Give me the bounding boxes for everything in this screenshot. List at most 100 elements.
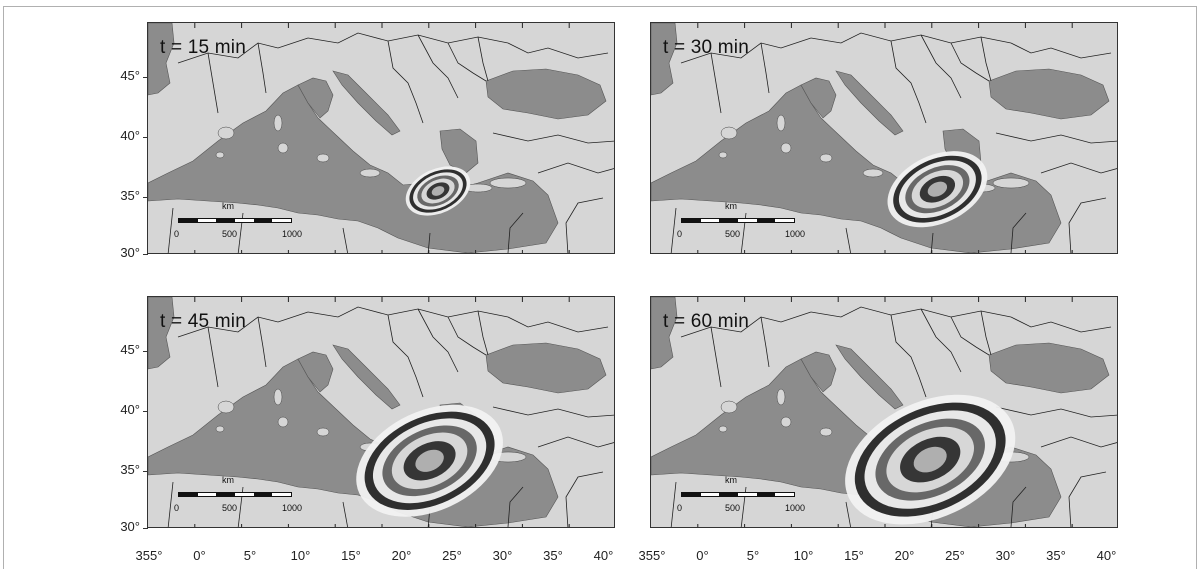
map-svg bbox=[148, 23, 614, 253]
country-border bbox=[307, 32, 509, 44]
sea-region bbox=[148, 23, 175, 96]
scale-bar-tick-label: 500 bbox=[222, 229, 238, 239]
country-border bbox=[760, 316, 770, 368]
country-border bbox=[177, 37, 309, 64]
country-border bbox=[447, 316, 487, 356]
sea-region bbox=[835, 70, 904, 136]
x-axis-label: 15° bbox=[341, 548, 361, 563]
y-axis-label: 35° bbox=[120, 188, 140, 203]
country-border bbox=[257, 42, 267, 94]
island bbox=[776, 114, 786, 132]
x-axis-label: 40° bbox=[1096, 548, 1117, 563]
country-border bbox=[565, 197, 604, 253]
country-border bbox=[995, 406, 1117, 418]
country-border bbox=[477, 310, 489, 356]
y-axis-label: 30° bbox=[120, 245, 140, 260]
country-border bbox=[710, 52, 722, 114]
sea-region bbox=[800, 77, 837, 119]
sea-region bbox=[332, 344, 401, 410]
country-border bbox=[1068, 197, 1107, 253]
sea-region bbox=[988, 342, 1110, 394]
y-axis-label: 40° bbox=[120, 128, 140, 143]
island bbox=[215, 425, 225, 433]
island bbox=[215, 151, 225, 159]
x-axis-label: 25° bbox=[945, 548, 965, 563]
map-panel-t30: t = 30 min km 0 500 1000 bbox=[650, 22, 1118, 254]
sea-region bbox=[651, 23, 678, 96]
sea-region bbox=[297, 77, 334, 119]
scale-bar-unit: km bbox=[222, 475, 234, 485]
country-border bbox=[995, 132, 1117, 144]
y-axis-label: 40° bbox=[120, 402, 140, 417]
country-border bbox=[1010, 316, 1112, 333]
y-axis-label: 35° bbox=[120, 462, 140, 477]
country-border bbox=[1040, 162, 1117, 174]
figure-frame-right bbox=[1196, 6, 1197, 569]
country-border bbox=[1040, 436, 1117, 448]
island bbox=[277, 142, 289, 154]
scale-bar: km 0 500 1000 bbox=[174, 475, 314, 515]
time-label: t = 45 min bbox=[160, 311, 246, 332]
country-border bbox=[207, 326, 219, 388]
scale-bar-tick-label: 1000 bbox=[785, 229, 806, 239]
y-axis-label: 45° bbox=[120, 342, 140, 357]
map-svg bbox=[651, 297, 1117, 527]
sea-region bbox=[988, 68, 1110, 120]
sea-region bbox=[332, 70, 401, 136]
sea-region bbox=[485, 342, 607, 394]
country-border bbox=[950, 42, 990, 82]
scale-bar-tick-label: 500 bbox=[725, 229, 741, 239]
island bbox=[217, 126, 235, 140]
country-border bbox=[342, 501, 349, 527]
country-border bbox=[810, 32, 1012, 44]
scale-bar-unit: km bbox=[222, 201, 234, 211]
sea-region bbox=[148, 297, 175, 370]
country-border bbox=[950, 316, 990, 356]
sea-region bbox=[835, 344, 904, 410]
country-border bbox=[980, 36, 992, 82]
scale-bar-line bbox=[178, 218, 292, 223]
sea-region bbox=[148, 84, 559, 253]
country-border bbox=[257, 316, 267, 368]
y-axis-label: 30° bbox=[120, 519, 140, 534]
country-border bbox=[845, 501, 852, 527]
sea-region bbox=[297, 351, 334, 393]
tsunami-wavefield bbox=[356, 404, 503, 517]
island bbox=[277, 416, 289, 428]
sea-region bbox=[439, 128, 479, 174]
island bbox=[776, 388, 786, 406]
island bbox=[316, 153, 330, 163]
country-border bbox=[565, 471, 604, 527]
island bbox=[273, 114, 283, 132]
country-border bbox=[1010, 486, 1027, 527]
x-axis-label: 40° bbox=[593, 548, 614, 563]
map-svg bbox=[148, 297, 614, 527]
island bbox=[992, 177, 1030, 189]
country-border bbox=[477, 36, 489, 82]
country-border bbox=[507, 316, 609, 333]
country-border bbox=[537, 436, 614, 448]
map-panel-t60: t = 60 min km 0 500 1000 bbox=[650, 296, 1118, 528]
sea-region bbox=[651, 297, 678, 370]
island bbox=[359, 168, 381, 178]
country-border bbox=[845, 227, 852, 253]
x-axis-label: 355° bbox=[638, 548, 666, 563]
country-border bbox=[507, 42, 609, 59]
country-border bbox=[890, 40, 927, 124]
time-label: t = 15 min bbox=[160, 37, 246, 58]
scale-bar-line bbox=[681, 492, 795, 497]
map-panel-t45: t = 45 min km 0 500 1000 bbox=[147, 296, 615, 528]
country-border bbox=[177, 311, 309, 338]
scale-bar-tick-label: 0 bbox=[174, 229, 180, 239]
country-border bbox=[447, 42, 487, 82]
time-label: t = 30 min bbox=[663, 37, 749, 58]
map-panel-t15: t = 15 min km 0 500 1000 bbox=[147, 22, 615, 254]
island bbox=[273, 388, 283, 406]
country-border bbox=[1068, 471, 1107, 527]
sea-region bbox=[485, 68, 607, 120]
country-border bbox=[507, 486, 524, 527]
scale-bar-tick-label: 1000 bbox=[282, 503, 303, 513]
scale-bar-tick-label: 0 bbox=[174, 503, 180, 513]
x-axis-label: 10° bbox=[793, 548, 814, 563]
y-axis-label: 45° bbox=[120, 68, 140, 83]
